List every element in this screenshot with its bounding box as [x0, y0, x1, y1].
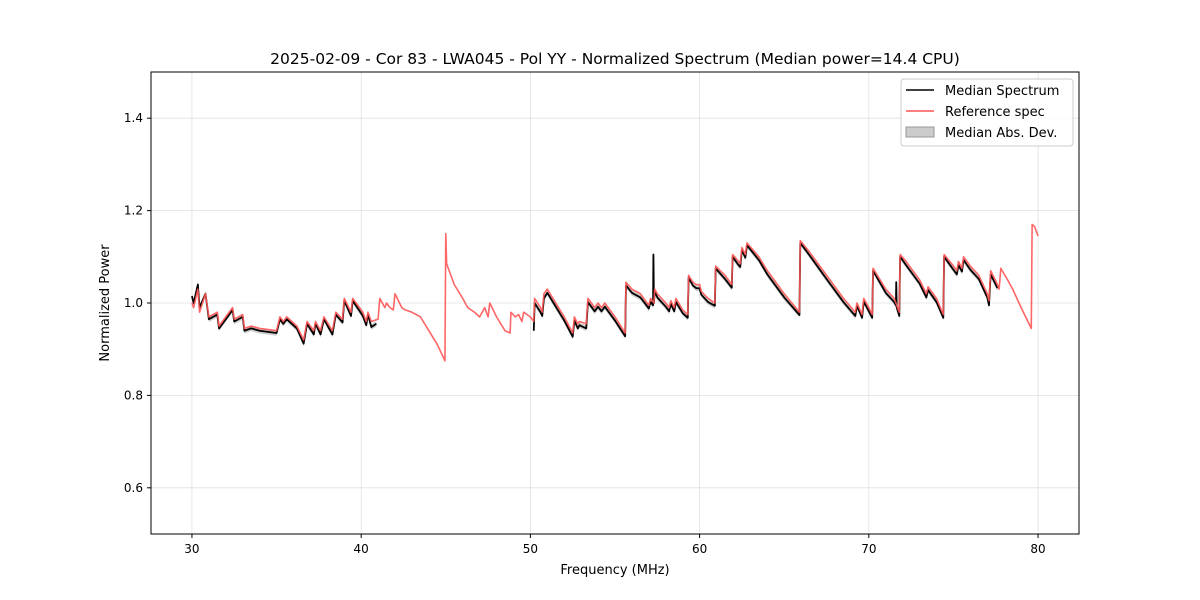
- legend-mad-label: Median Abs. Dev.: [945, 126, 1057, 141]
- reference-spectrum-line: [191, 223, 1039, 362]
- mad-band: [191, 281, 377, 347]
- y-tick-label: 0.8: [124, 388, 143, 402]
- legend-median-label: Median Spectrum: [945, 84, 1059, 99]
- legend-frame: [900, 78, 1074, 147]
- x-tick-label: 30: [184, 542, 199, 556]
- x-tick-label: 50: [523, 542, 538, 556]
- x-axis-label: Frequency (MHz): [560, 563, 669, 578]
- median-spectrum-line: [532, 242, 999, 338]
- y-tick-label: 1.2: [124, 204, 143, 218]
- y-tick-label: 0.6: [124, 481, 143, 495]
- plot-area: [191, 223, 1039, 362]
- ticks: 30 40 50 60 70 80 0.6 0.8 1.0 1.2 1.4: [124, 111, 1046, 556]
- x-tick-label: 70: [861, 542, 876, 556]
- chart-title: 2025-02-09 - Cor 83 - LWA045 - Pol YY - …: [270, 50, 960, 68]
- grid: [151, 72, 1079, 534]
- y-axis-label: Normalized Power: [98, 244, 113, 362]
- legend-reference-label: Reference spec: [945, 105, 1045, 120]
- legend-mad-swatch: [905, 126, 935, 138]
- y-tick-label: 1.4: [124, 111, 143, 125]
- median-spectrum-line: [191, 283, 377, 345]
- x-tick-label: 40: [354, 542, 369, 556]
- y-tick-label: 1.0: [124, 296, 143, 310]
- x-tick-label: 60: [692, 542, 707, 556]
- x-tick-label: 80: [1030, 542, 1045, 556]
- legend: Median Spectrum Reference spec Median Ab…: [900, 78, 1074, 147]
